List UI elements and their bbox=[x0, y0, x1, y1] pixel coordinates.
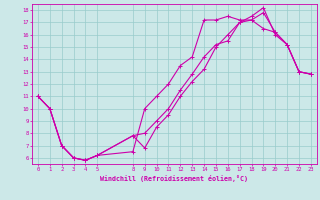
X-axis label: Windchill (Refroidissement éolien,°C): Windchill (Refroidissement éolien,°C) bbox=[100, 175, 248, 182]
